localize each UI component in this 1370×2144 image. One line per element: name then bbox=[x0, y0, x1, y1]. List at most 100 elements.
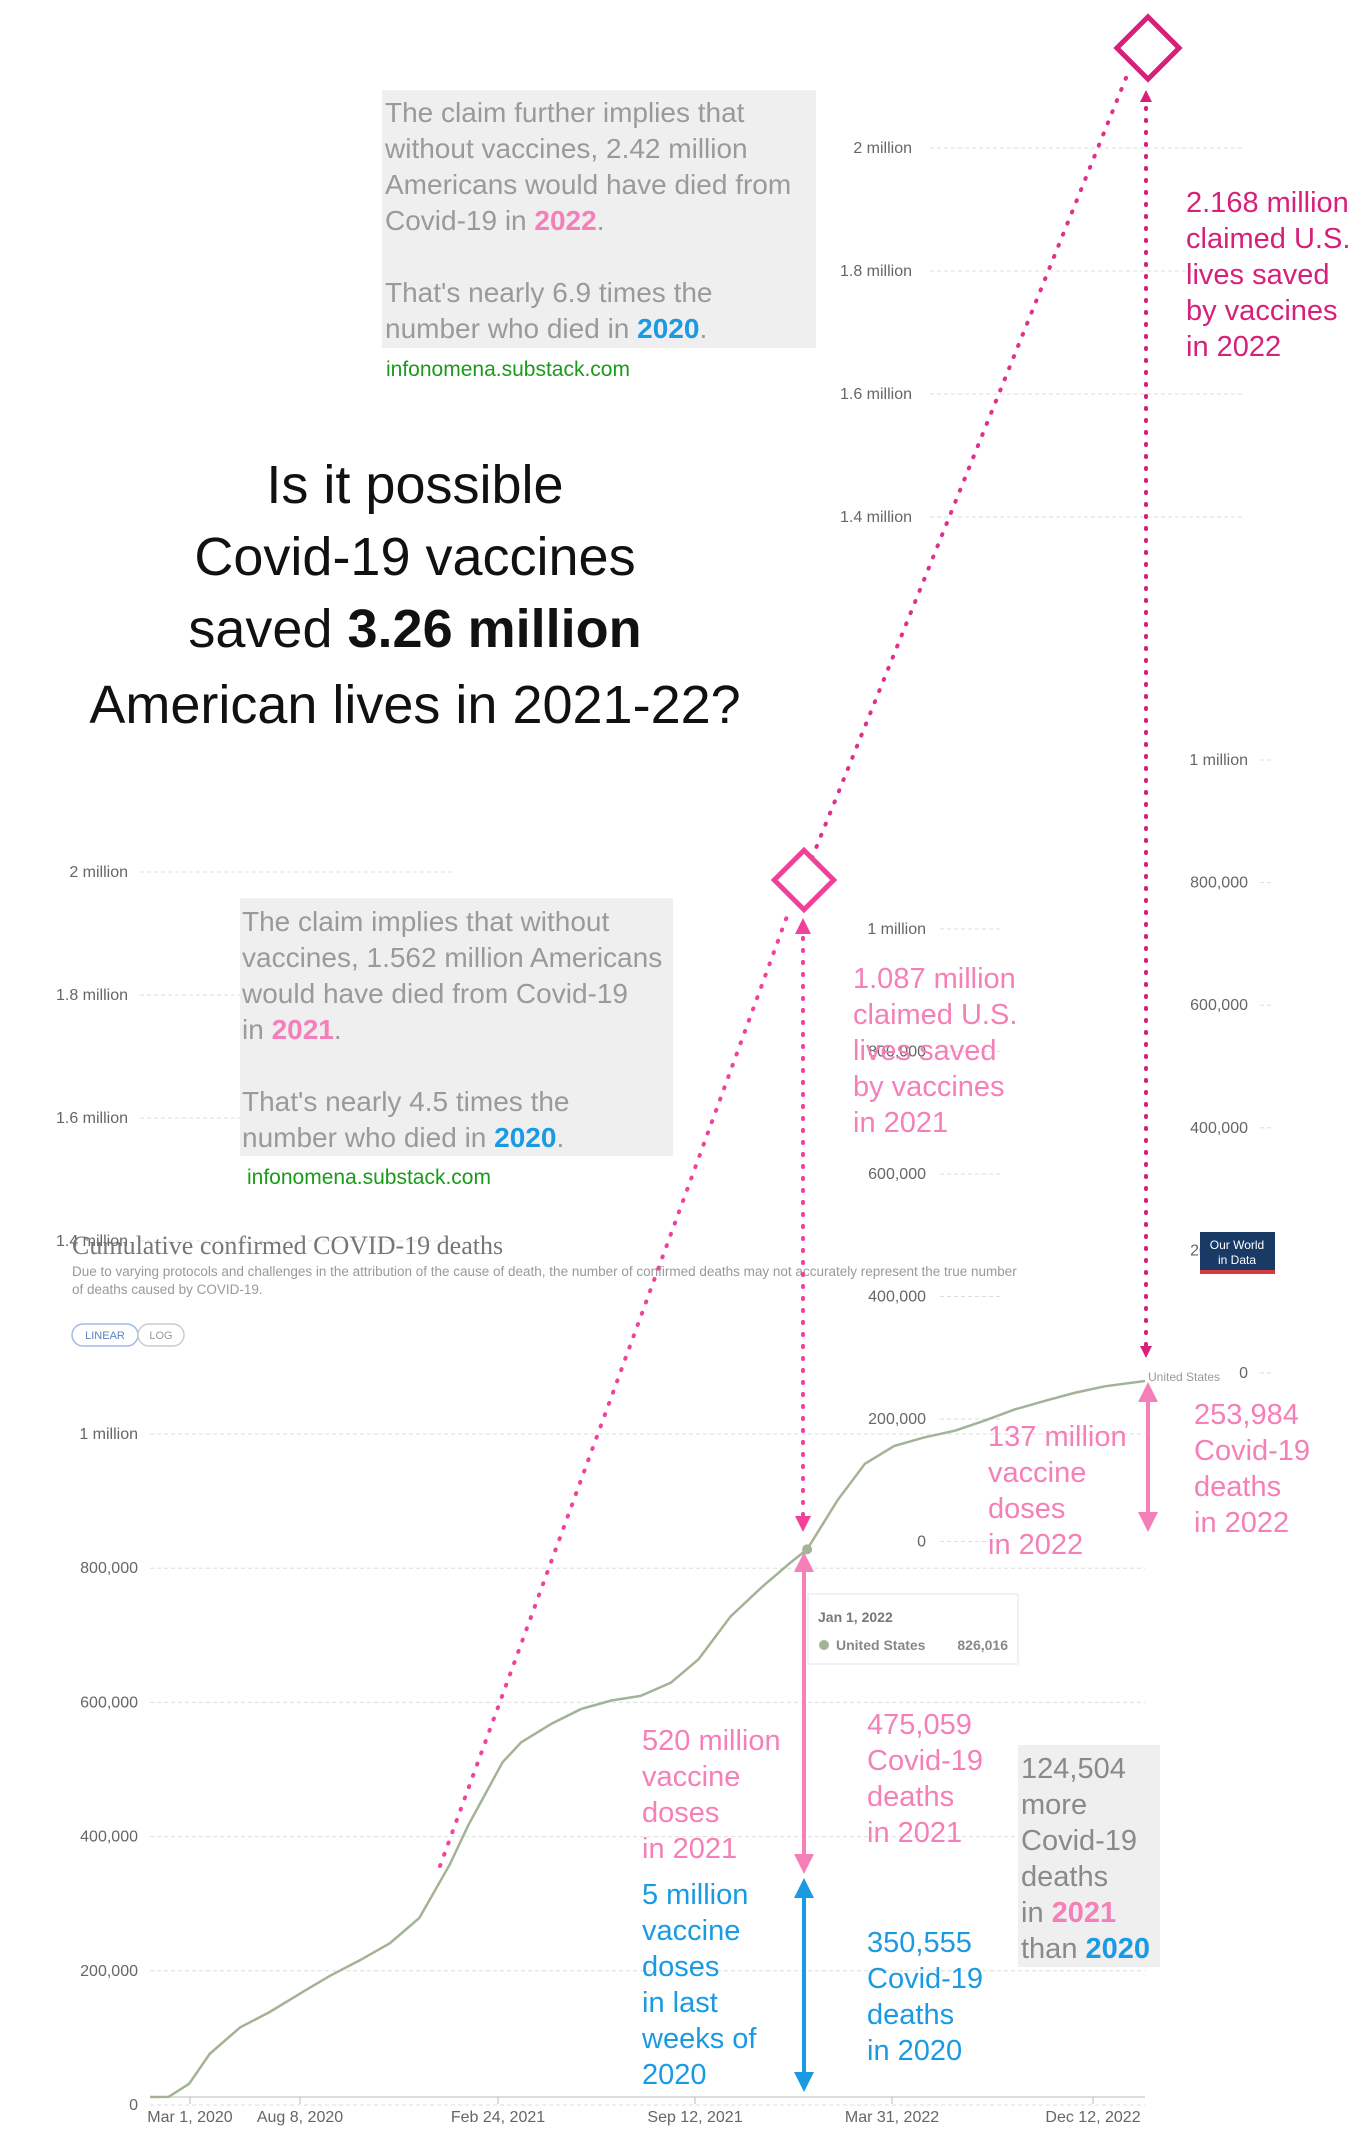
deaths-2020-line: deaths bbox=[867, 1999, 954, 2031]
annotation-doses-2022: 137 million vaccine doses in 2022 bbox=[988, 1421, 1127, 1561]
saved-2021-line: 1.087 million bbox=[853, 963, 1016, 995]
note-2021-box: The claim implies that without vaccines,… bbox=[240, 898, 673, 1156]
doses-2020-line: 2020 bbox=[642, 2059, 707, 2091]
note-2021-line5: That's nearly 4.5 times the bbox=[242, 1086, 570, 1117]
doses-2020-line: 5 million bbox=[642, 1879, 748, 1911]
tooltip-value: 826,016 bbox=[957, 1637, 1008, 1653]
saved-2022-line: lives saved bbox=[1186, 259, 1329, 291]
note-2021-year-2020: 2020 bbox=[494, 1122, 556, 1153]
headline-line1: Is it possible bbox=[266, 455, 563, 515]
headline-bold-figure: 3.26 million bbox=[348, 599, 642, 659]
note-2022-line2: without vaccines, 2.42 million bbox=[384, 133, 748, 164]
chart-header: Cumulative confirmed COVID-19 deaths Due… bbox=[71, 1231, 1017, 1347]
more-deaths-year-2020: 2020 bbox=[1086, 1933, 1151, 1965]
main-y-tick-label: 600,000 bbox=[80, 1694, 138, 1711]
deaths-2021-line: in 2021 bbox=[867, 1817, 962, 1849]
linear-toggle-label: LINEAR bbox=[85, 1330, 125, 1342]
doses-2021-line: doses bbox=[642, 1797, 719, 1829]
tooltip-date: Jan 1, 2022 bbox=[818, 1609, 893, 1625]
top-ext-tick-label: 1.6 million bbox=[840, 386, 912, 403]
projected-2021-diamond-marker bbox=[770, 846, 838, 914]
log-toggle-button[interactable] bbox=[137, 1323, 185, 1347]
main-y-tick-label: 400,000 bbox=[80, 1829, 138, 1846]
more-deaths-line1: 124,504 bbox=[1021, 1753, 1126, 1785]
chart-subtitle-line1: Due to varying protocols and challenges … bbox=[72, 1264, 1017, 1279]
tooltip-entity: United States bbox=[836, 1637, 926, 1653]
main-y-tick-label: 1 million bbox=[79, 1426, 138, 1443]
annotation-saved-2022: 2.168 million claimed U.S. lives saved by v… bbox=[1186, 187, 1350, 363]
more-deaths-line6-prefix: than bbox=[1021, 1933, 1086, 1965]
note-2022-source-link[interactable]: infonomena.substack.com bbox=[386, 358, 630, 381]
note-2022-year-2022: 2022 bbox=[534, 205, 596, 236]
note-2021-line2: vaccines, 1.562 million Americans bbox=[242, 942, 662, 973]
note-2022-line6-prefix: number who died in bbox=[385, 313, 637, 344]
headline-line2: Covid-19 vaccines bbox=[194, 527, 635, 587]
x-tick-label: Aug 8, 2020 bbox=[257, 2109, 343, 2126]
headline-line4: American lives in 2021-22? bbox=[89, 675, 740, 735]
x-tick-label: Mar 31, 2022 bbox=[845, 2109, 939, 2126]
highlighted-data-point[interactable] bbox=[802, 1544, 813, 1555]
top-ext-tick-label: 1.8 million bbox=[840, 263, 912, 280]
svg-text:Americans would have died from: Americans would have died from bbox=[385, 169, 791, 200]
saved-2021-line: lives saved bbox=[853, 1035, 996, 1067]
data-tooltip: Jan 1, 2022 United States 826,016 bbox=[807, 1593, 1019, 1665]
saved-2021-line: claimed U.S. bbox=[853, 999, 1017, 1031]
right-ext-tick-label: 600,000 bbox=[1190, 997, 1248, 1014]
svg-text:Covid-19 in 2022.: Covid-19 in 2022. bbox=[385, 205, 604, 236]
chart-subtitle-line2: of deaths caused by COVID-19. bbox=[72, 1282, 263, 1297]
note-2021-line1: The claim implies that without bbox=[242, 906, 609, 937]
top-ext-tick-label: 2 million bbox=[853, 140, 912, 157]
svg-text:than 2020: than 2020 bbox=[1021, 1933, 1150, 1965]
more-deaths-line2: more bbox=[1021, 1789, 1087, 1821]
saved-2021-line: by vaccines bbox=[853, 1071, 1005, 1103]
note-2022-line1: The claim further implies that bbox=[385, 97, 745, 128]
annotation-deaths-2022: 253,984 Covid-19 deaths in 2022 bbox=[1194, 1399, 1310, 1539]
left-ext-tick-label: 1.8 million bbox=[56, 987, 128, 1004]
doses-2022-line: vaccine bbox=[988, 1457, 1086, 1489]
svg-text:would have died from Covid-19: would have died from Covid-19 bbox=[241, 978, 628, 1009]
svg-text:vaccines, 1.562 million Americ: vaccines, 1.562 million Americans bbox=[242, 942, 662, 973]
more-deaths-line5-prefix: in bbox=[1021, 1897, 1052, 1929]
saved-2022-line: 2.168 million bbox=[1186, 187, 1349, 219]
our-world-in-data-logo: Our World in Data bbox=[1200, 1232, 1275, 1274]
note-2022-line4-suffix: . bbox=[597, 205, 605, 236]
us-deaths-line bbox=[149, 1379, 1146, 2099]
main-y-tick-label: 800,000 bbox=[80, 1560, 138, 1577]
doses-2022-line: in 2022 bbox=[988, 1529, 1083, 1561]
gridlines bbox=[140, 147, 1272, 2106]
svg-text:That's nearly 4.5 times the: That's nearly 4.5 times the bbox=[242, 1086, 570, 1117]
annotation-saved-2021: 1.087 million claimed U.S. lives saved by v… bbox=[853, 963, 1017, 1139]
right-ext-tick-label: 800,000 bbox=[1190, 875, 1248, 892]
saved-2022-line: claimed U.S. bbox=[1186, 223, 1350, 255]
svg-text:without vaccines, 2.42 million: without vaccines, 2.42 million bbox=[384, 133, 748, 164]
doses-2022-line: 137 million bbox=[988, 1421, 1127, 1453]
x-tick-label: Sep 12, 2021 bbox=[647, 2109, 742, 2126]
note-2021-year-2021: 2021 bbox=[272, 1014, 334, 1045]
left-ext-tick-label: 1.6 million bbox=[56, 1110, 128, 1127]
svg-text:number who died in 2020.: number who died in 2020. bbox=[385, 313, 707, 344]
note-2022-year-2020: 2020 bbox=[637, 313, 699, 344]
right-ext-tick-label: 400,000 bbox=[1190, 1120, 1248, 1137]
doses-2022-line: doses bbox=[988, 1493, 1065, 1525]
deaths-2021-line: 475,059 bbox=[867, 1709, 972, 1741]
doses-2020-line: weeks of bbox=[641, 2023, 757, 2055]
mid-ext-tick-label: 0 bbox=[917, 1534, 926, 1551]
note-2021-line4-prefix: in bbox=[242, 1014, 272, 1045]
mid-ext-tick-label: 800,000 bbox=[868, 1044, 926, 1061]
doses-2020-line: vaccine bbox=[642, 1915, 740, 1947]
deaths-2020-line: Covid-19 bbox=[867, 1963, 983, 1995]
doses-2021-line: vaccine bbox=[642, 1761, 740, 1793]
note-2021-source-link[interactable]: infonomena.substack.com bbox=[247, 1166, 491, 1189]
svg-text:That's nearly 6.9 times the: That's nearly 6.9 times the bbox=[385, 277, 713, 308]
more-deaths-box: 124,504 more Covid-19 deaths in 2021 tha… bbox=[1018, 1745, 1160, 1967]
more-deaths-line4: deaths bbox=[1021, 1861, 1108, 1893]
deaths-2020-line: in 2020 bbox=[867, 2035, 962, 2067]
svg-text:in 2021.: in 2021. bbox=[242, 1014, 342, 1045]
main-y-tick-label: 0 bbox=[129, 2097, 138, 2114]
x-tick-label: Dec 12, 2022 bbox=[1045, 2109, 1140, 2126]
main-y-tick-label: 200,000 bbox=[80, 1963, 138, 1980]
extrapolation-2021-dotted-line bbox=[438, 906, 792, 1868]
annotation-doses-2020: 5 million vaccine doses in last weeks of 2020 bbox=[641, 1879, 757, 2091]
logo-line2: in Data bbox=[1218, 1253, 1256, 1267]
